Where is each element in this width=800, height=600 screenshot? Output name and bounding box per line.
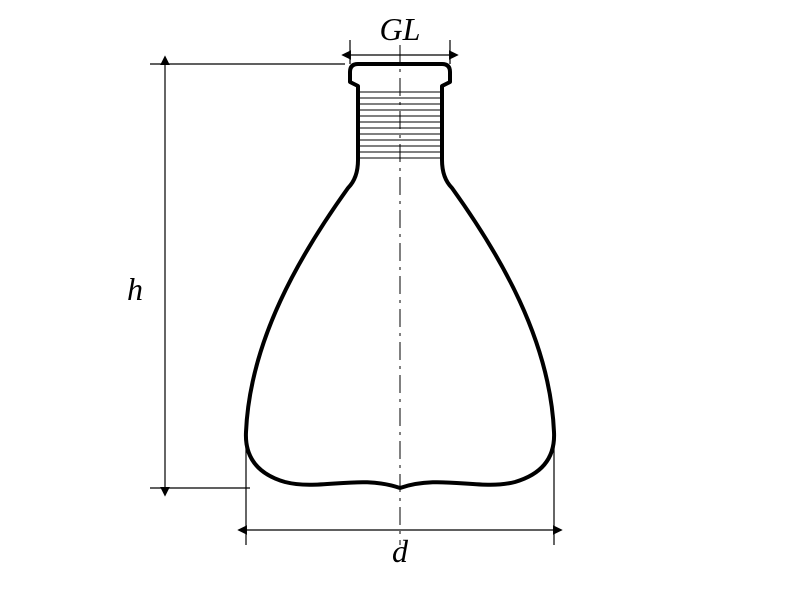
label-d: d [392, 533, 409, 569]
label-h: h [127, 271, 143, 307]
flask-diagram: h d GL [0, 0, 800, 600]
label-gl: GL [380, 11, 421, 47]
